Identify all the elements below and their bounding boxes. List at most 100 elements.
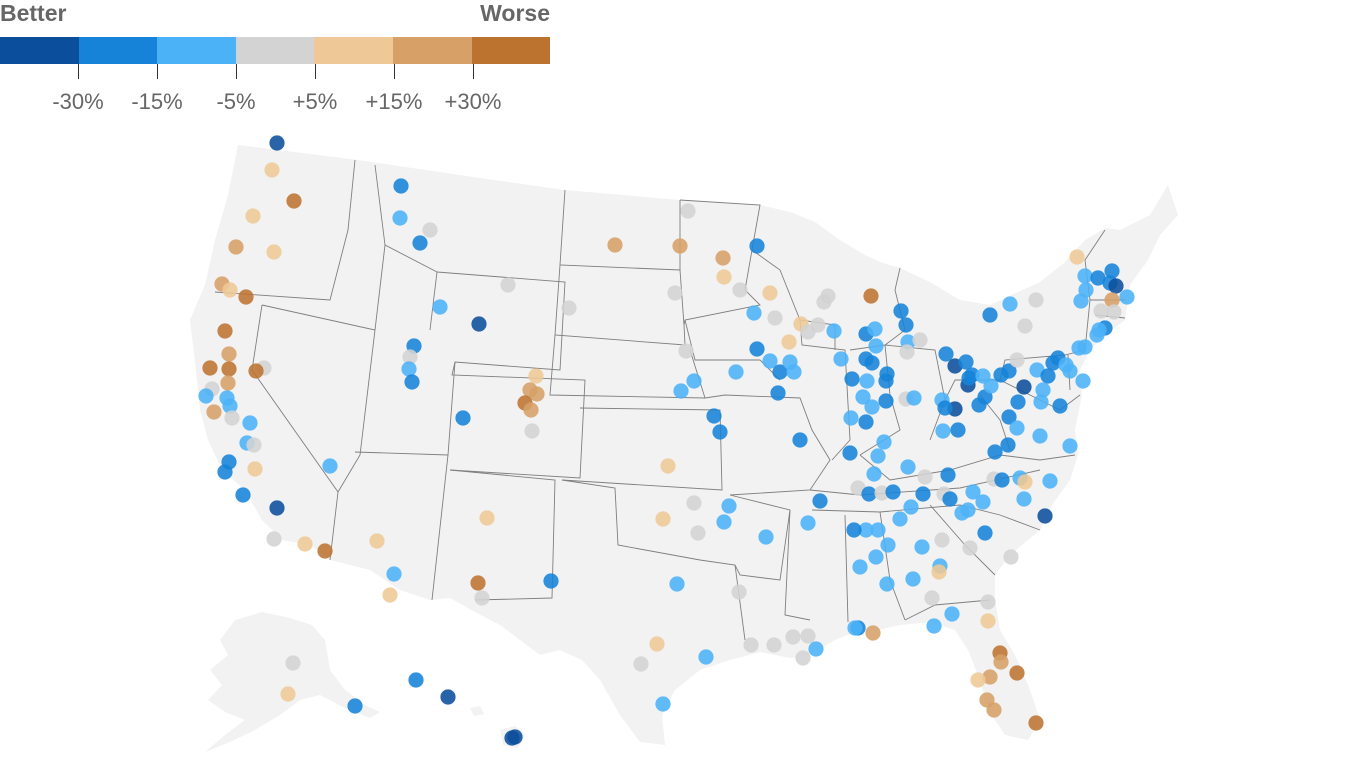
city-dot[interactable] xyxy=(864,399,880,415)
city-dot[interactable] xyxy=(369,533,385,549)
city-dot[interactable] xyxy=(914,539,930,555)
city-dot[interactable] xyxy=(770,385,786,401)
city-dot[interactable] xyxy=(607,237,623,253)
city-dot[interactable] xyxy=(286,193,302,209)
city-dot[interactable] xyxy=(820,288,836,304)
city-dot[interactable] xyxy=(1104,263,1120,279)
city-dot[interactable] xyxy=(846,522,862,538)
city-dot[interactable] xyxy=(721,498,737,514)
city-dot[interactable] xyxy=(524,423,540,439)
city-dot[interactable] xyxy=(280,686,296,702)
city-dot[interactable] xyxy=(669,576,685,592)
city-dot[interactable] xyxy=(686,373,702,389)
city-dot[interactable] xyxy=(893,303,909,319)
city-dot[interactable] xyxy=(382,587,398,603)
city-dot[interactable] xyxy=(1035,382,1051,398)
city-dot[interactable] xyxy=(858,522,874,538)
city-dot[interactable] xyxy=(937,400,953,416)
city-dot[interactable] xyxy=(347,698,363,714)
city-dot[interactable] xyxy=(866,466,882,482)
city-dot[interactable] xyxy=(422,222,438,238)
city-dot[interactable] xyxy=(994,472,1010,488)
city-dot[interactable] xyxy=(931,564,947,580)
city-dot[interactable] xyxy=(392,210,408,226)
city-dot[interactable] xyxy=(561,300,577,316)
city-dot[interactable] xyxy=(843,410,859,426)
city-dot[interactable] xyxy=(767,310,783,326)
city-dot[interactable] xyxy=(716,269,732,285)
city-dot[interactable] xyxy=(1090,270,1106,286)
city-dot[interactable] xyxy=(673,383,689,399)
city-dot[interactable] xyxy=(1119,289,1135,305)
city-dot[interactable] xyxy=(903,499,919,515)
city-dot[interactable] xyxy=(986,702,1002,718)
city-dot[interactable] xyxy=(1033,394,1049,410)
city-dot[interactable] xyxy=(264,162,280,178)
city-dot[interactable] xyxy=(1001,363,1017,379)
city-dot[interactable] xyxy=(935,423,951,439)
city-dot[interactable] xyxy=(1104,292,1120,308)
city-dot[interactable] xyxy=(899,344,915,360)
city-dot[interactable] xyxy=(1002,296,1018,312)
city-dot[interactable] xyxy=(266,244,282,260)
city-dot[interactable] xyxy=(958,354,974,370)
city-dot[interactable] xyxy=(900,459,916,475)
city-dot[interactable] xyxy=(217,323,233,339)
city-dot[interactable] xyxy=(269,500,285,516)
city-dot[interactable] xyxy=(221,346,237,362)
city-dot[interactable] xyxy=(762,285,778,301)
city-dot[interactable] xyxy=(1017,318,1033,334)
city-dot[interactable] xyxy=(523,402,539,418)
city-dot[interactable] xyxy=(1009,420,1025,436)
city-dot[interactable] xyxy=(844,371,860,387)
city-dot[interactable] xyxy=(1091,322,1107,338)
city-dot[interactable] xyxy=(1001,409,1017,425)
city-dot[interactable] xyxy=(1010,394,1026,410)
city-dot[interactable] xyxy=(1028,715,1044,731)
city-dot[interactable] xyxy=(795,650,811,666)
city-dot[interactable] xyxy=(455,410,471,426)
city-dot[interactable] xyxy=(202,360,218,376)
city-dot[interactable] xyxy=(977,525,993,541)
city-dot[interactable] xyxy=(934,532,950,548)
city-dot[interactable] xyxy=(217,464,233,480)
city-dot[interactable] xyxy=(507,729,523,745)
city-dot[interactable] xyxy=(690,525,706,541)
city-dot[interactable] xyxy=(285,655,301,671)
city-dot[interactable] xyxy=(982,307,998,323)
city-dot[interactable] xyxy=(917,469,933,485)
city-dot[interactable] xyxy=(879,576,895,592)
city-dot[interactable] xyxy=(855,389,871,405)
city-dot[interactable] xyxy=(731,584,747,600)
city-dot[interactable] xyxy=(528,368,544,384)
city-dot[interactable] xyxy=(1069,249,1085,265)
city-dot[interactable] xyxy=(432,299,448,315)
city-dot[interactable] xyxy=(728,364,744,380)
city-dot[interactable] xyxy=(698,649,714,665)
city-dot[interactable] xyxy=(766,637,782,653)
city-dot[interactable] xyxy=(686,495,702,511)
city-dot[interactable] xyxy=(792,432,808,448)
city-dot[interactable] xyxy=(470,575,486,591)
city-dot[interactable] xyxy=(732,282,748,298)
city-dot[interactable] xyxy=(672,238,688,254)
city-dot[interactable] xyxy=(942,491,958,507)
city-dot[interactable] xyxy=(404,374,420,390)
city-dot[interactable] xyxy=(224,410,240,426)
city-dot[interactable] xyxy=(1073,293,1089,309)
city-dot[interactable] xyxy=(1017,474,1033,490)
city-dot[interactable] xyxy=(1009,665,1025,681)
city-dot[interactable] xyxy=(898,317,914,333)
city-dot[interactable] xyxy=(859,373,875,389)
city-dot[interactable] xyxy=(852,559,868,575)
city-dot[interactable] xyxy=(868,338,884,354)
city-dot[interactable] xyxy=(1016,379,1032,395)
city-dot[interactable] xyxy=(758,529,774,545)
city-dot[interactable] xyxy=(800,628,816,644)
city-dot[interactable] xyxy=(975,494,991,510)
city-dot[interactable] xyxy=(269,135,285,151)
city-dot[interactable] xyxy=(743,637,759,653)
city-dot[interactable] xyxy=(1040,368,1056,384)
city-dot[interactable] xyxy=(800,515,816,531)
city-dot[interactable] xyxy=(980,594,996,610)
